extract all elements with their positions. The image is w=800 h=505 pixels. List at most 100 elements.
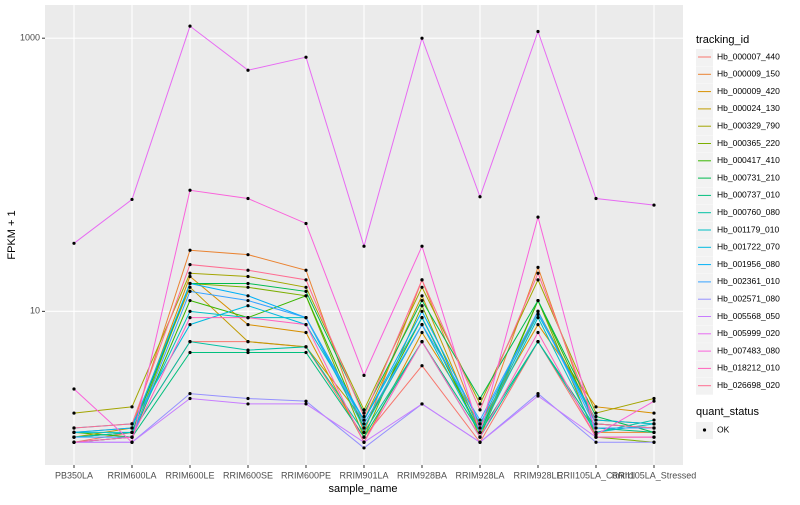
legend-label: Hb_000731_210 — [717, 172, 780, 182]
legend-label: Hb_001722_070 — [717, 242, 780, 252]
data-point — [478, 418, 482, 422]
data-point — [304, 402, 308, 406]
data-point — [420, 309, 424, 313]
legend-label: Hb_000329_790 — [717, 120, 780, 130]
y-tick-label: 1000 — [20, 33, 40, 43]
data-point — [420, 316, 424, 320]
data-point — [246, 253, 250, 257]
y-tick-label: 10 — [30, 306, 40, 316]
data-point — [188, 285, 192, 289]
data-point — [246, 316, 250, 320]
data-point — [246, 322, 250, 327]
x-tick-label: RRIM600PE — [281, 470, 331, 480]
data-point — [536, 312, 540, 316]
legend-label: Hb_001179_010 — [717, 224, 780, 234]
data-point — [420, 244, 424, 248]
data-point — [536, 309, 540, 313]
data-point — [304, 221, 308, 226]
legend-label: Hb_000009_420 — [717, 86, 780, 96]
data-point — [536, 265, 540, 269]
x-tick-label: RRII105LA_Control — [557, 470, 635, 480]
x-tick-label: RRIM928LE — [513, 470, 562, 480]
data-point — [304, 55, 308, 59]
status-legend-label: OK — [717, 424, 730, 434]
data-point — [246, 298, 250, 303]
data-point — [652, 203, 656, 207]
legend-label: Hb_000009_150 — [717, 69, 780, 79]
x-axis-label: sample_name — [328, 483, 397, 495]
data-point — [72, 387, 76, 391]
data-point — [246, 268, 250, 272]
data-point — [536, 322, 540, 327]
data-point — [130, 422, 134, 426]
data-point — [188, 24, 192, 28]
data-point — [536, 391, 540, 396]
data-point — [420, 294, 424, 298]
legend-label: Hb_002361_010 — [717, 276, 780, 286]
data-point — [362, 426, 366, 430]
data-point — [594, 433, 598, 437]
legend-label: Hb_001956_080 — [717, 259, 780, 269]
data-point — [652, 411, 656, 415]
data-point — [362, 430, 366, 434]
data-point — [594, 418, 598, 422]
data-point — [536, 298, 540, 303]
data-point — [188, 309, 192, 313]
data-point — [304, 294, 308, 298]
data-point — [594, 430, 598, 434]
data-point — [304, 399, 308, 403]
data-point — [420, 364, 424, 368]
data-point — [536, 340, 540, 344]
legend-label: Hb_000365_220 — [717, 138, 780, 148]
data-point — [130, 426, 134, 430]
legend-title: tracking_id — [696, 34, 749, 46]
data-point — [304, 345, 308, 349]
legend-point — [702, 428, 707, 432]
data-point — [536, 316, 540, 320]
data-point — [652, 399, 656, 403]
data-point — [536, 29, 540, 34]
data-point — [188, 271, 192, 275]
data-point — [652, 426, 656, 430]
legend-label: Hb_000760_080 — [717, 207, 780, 217]
data-point — [478, 422, 482, 426]
data-point — [420, 304, 424, 308]
legend-label: Hb_005568_050 — [717, 311, 780, 321]
data-point — [246, 294, 250, 298]
data-point — [536, 394, 540, 398]
data-point — [478, 396, 482, 401]
data-point — [246, 285, 250, 289]
data-point — [188, 289, 192, 293]
data-point — [420, 330, 424, 335]
data-point — [246, 340, 250, 344]
status-legend-title: quant_status — [696, 406, 759, 418]
grid — [45, 5, 683, 465]
data-point — [246, 68, 250, 72]
data-point — [304, 316, 308, 320]
data-point — [478, 402, 482, 406]
data-point — [652, 430, 656, 434]
data-point — [536, 271, 540, 275]
x-tick-label: RRIM928LA — [455, 470, 504, 480]
data-point — [594, 435, 598, 439]
x-tick-label: RRIM600LA — [107, 470, 156, 480]
legend-label: Hb_018212_010 — [717, 363, 780, 373]
data-point — [420, 322, 424, 327]
x-tick-label: PB350LA — [55, 470, 93, 480]
legend-label: Hb_007483_080 — [717, 345, 780, 355]
x-tick-label: RRIM928BA — [397, 470, 447, 480]
legend-label: Hb_000024_130 — [717, 103, 780, 113]
data-point — [478, 195, 482, 199]
data-point — [362, 411, 366, 415]
data-point — [304, 278, 308, 282]
data-point — [130, 440, 134, 444]
data-point — [362, 435, 366, 439]
data-point — [246, 396, 250, 401]
data-point — [188, 262, 192, 267]
data-point — [594, 411, 598, 415]
data-point — [188, 188, 192, 192]
data-point — [246, 402, 250, 406]
data-point — [72, 435, 76, 439]
data-point — [362, 446, 366, 450]
